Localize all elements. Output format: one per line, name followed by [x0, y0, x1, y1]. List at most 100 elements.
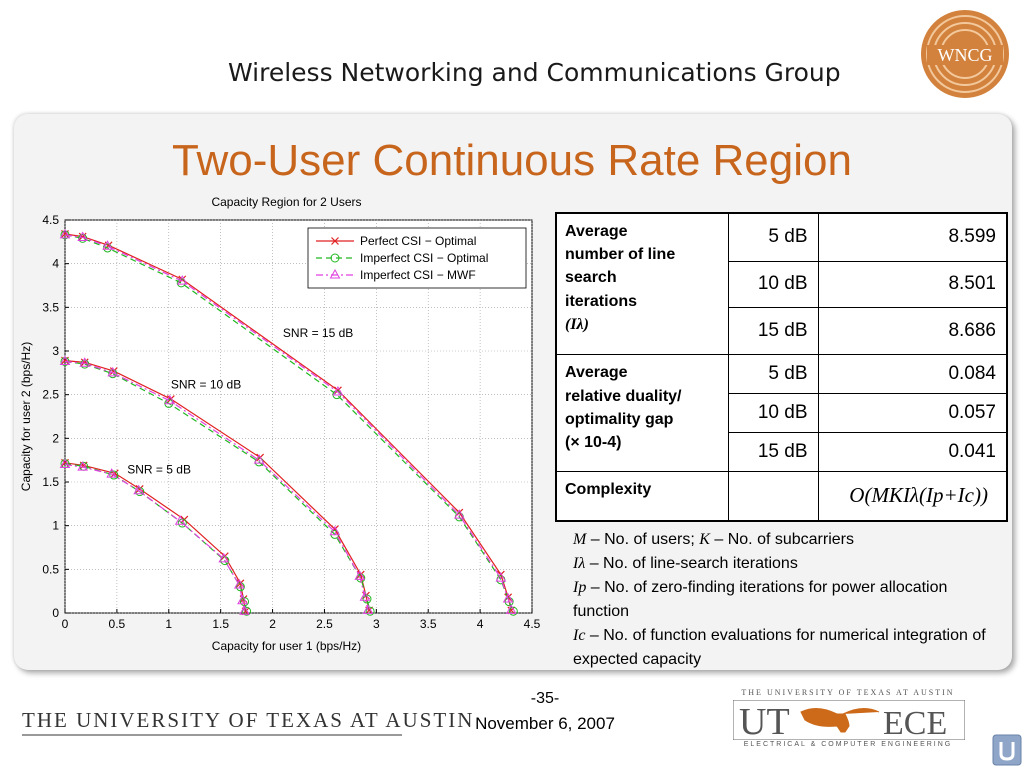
snr-cell: 15 dB	[727, 307, 819, 356]
results-table: Average number of line search iterations…	[555, 212, 1008, 522]
page-number: -35-	[530, 690, 560, 707]
table-row: Average number of line search iterations…	[555, 212, 1008, 356]
x-tick-label: 0.5	[109, 617, 126, 631]
note-item: Ip – No. of zero-finding iterations for …	[573, 579, 948, 620]
footer-divider	[22, 734, 402, 736]
data-point	[176, 275, 188, 285]
y-tick-label: 3	[52, 344, 59, 358]
note-item: M – No. of users; K – No. of subcarriers	[573, 531, 854, 548]
data-point	[233, 579, 245, 589]
data-point	[133, 484, 145, 495]
series-line-2-2	[64, 234, 512, 611]
ut-ece-logo: UT ECE	[733, 700, 965, 740]
legend-marker	[329, 268, 341, 279]
capacity-region-chart: 0 0.5 1 1.5 2 2.5 3 3.5 4 4.5 0 0.5 1 1.5 2 2.5 3 3.5 4 4.5…	[19, 195, 541, 653]
data-point	[106, 468, 118, 478]
series-line-1-2	[64, 234, 514, 612]
data-point	[77, 461, 88, 471]
data-point	[59, 228, 71, 239]
data-point	[502, 593, 514, 603]
snr-annotation: SNR = 10 dB	[171, 378, 241, 392]
data-point	[80, 359, 90, 369]
y-tick-label: 1	[52, 519, 59, 533]
table-row: Complexity O(MKIλ(Ip+Ic))	[555, 470, 1008, 522]
value-cell: 8.599	[817, 212, 1008, 262]
chart-title: Capacity Region for 2 Users	[211, 195, 361, 209]
y-tick-label: 3.5	[42, 300, 59, 314]
note-item: Ic – No. of function evaluations for num…	[573, 627, 986, 668]
university-wordmark: THE UNIVERSITY OF TEXAS AT AUSTIN	[22, 708, 475, 732]
data-point	[102, 240, 113, 250]
data-point	[218, 552, 230, 563]
complexity-value: O(MKIλ(Ip+Ic))	[817, 470, 1008, 522]
legend-label: Perfect CSI − Optimal	[360, 234, 476, 248]
data-point	[505, 604, 517, 614]
value-cell: 0.057	[817, 393, 1008, 433]
value-cell: 0.041	[817, 431, 1008, 472]
x-tick-label: 0	[62, 617, 69, 631]
value-cell: 8.501	[817, 260, 1008, 309]
data-point	[164, 394, 176, 405]
legend-marker	[330, 253, 340, 263]
data-point	[108, 369, 118, 379]
x-tick-label: 1.5	[212, 617, 229, 631]
data-point	[332, 386, 344, 396]
metric-cell-iterations: Average number of line search iterations…	[555, 212, 729, 356]
x-tick-label: 2.5	[316, 617, 333, 631]
data-point	[59, 355, 71, 365]
y-tick-label: 0	[52, 606, 59, 620]
legend-box	[307, 227, 527, 289]
x-tick-label: 3.5	[420, 617, 437, 631]
data-point	[454, 509, 465, 519]
y-tick-label: 0.5	[42, 562, 59, 576]
y-tick-label: 4	[52, 257, 59, 271]
slide-title: Two-User Continuous Rate Region	[172, 136, 852, 185]
snr-cell: 5 dB	[727, 354, 819, 395]
longhorn-icon	[800, 708, 880, 733]
y-tick-label: 2.5	[42, 388, 59, 402]
symbol-notes: M – No. of users; K – No. of subcarriers…	[573, 528, 993, 672]
legend-label: Imperfect CSI − MWF	[360, 268, 476, 282]
group-name: Wireless Networking and Communications G…	[228, 58, 841, 87]
complexity-label: Complexity	[555, 470, 729, 522]
data-point	[79, 357, 91, 367]
table-row: 15 dB 8.686	[556, 307, 1008, 356]
bookmark-icon	[992, 734, 1022, 766]
ut-logo-text: UT	[739, 701, 790, 740]
empty-cell	[727, 470, 819, 522]
series-line-2-0	[64, 463, 246, 612]
x-tick-label: 3	[373, 617, 380, 631]
value-cell: 0.084	[817, 354, 1008, 395]
x-tick-label: 1	[165, 617, 172, 631]
table-row: Average relative duality/ optimality gap…	[555, 354, 1008, 472]
series-line-2-1	[64, 360, 369, 611]
ut-ece-caption-bottom: ELECTRICAL & COMPUTER ENGINEERING	[743, 741, 953, 748]
snr-cell: 15 dB	[727, 431, 819, 472]
data-point	[59, 458, 71, 469]
data-point	[237, 594, 248, 605]
wncg-logo-text: WNCG	[938, 45, 993, 65]
data-point	[495, 572, 507, 582]
data-point	[508, 606, 518, 616]
data-point	[359, 591, 371, 601]
x-tick-label: 2	[269, 617, 276, 631]
note-item: Iλ – No. of line-search iterations	[573, 555, 798, 572]
slide-date: November 6, 2007	[475, 714, 615, 733]
table-row: 10 dB 8.501	[556, 260, 1008, 309]
data-point	[107, 366, 119, 377]
y-axis-label: Capacity for user 2 (bps/Hz)	[19, 342, 33, 491]
legend-marker	[331, 237, 339, 245]
x-tick-label: 4.5	[524, 617, 541, 631]
value-cell: 8.686	[817, 307, 1008, 356]
ut-ece-caption-top: THE UNIVERSITY OF TEXAS AT AUSTIN	[741, 688, 955, 697]
snr-cell: 10 dB	[727, 260, 819, 309]
snr-annotation: SNR = 15 dB	[283, 326, 353, 340]
metric-cell-duality-gap: Average relative duality/ optimality gap…	[555, 354, 729, 472]
y-tick-label: 1.5	[42, 475, 59, 489]
data-point	[109, 470, 119, 480]
data-point	[253, 454, 265, 464]
snr-cell: 5 dB	[727, 212, 819, 262]
data-point	[242, 606, 252, 616]
y-tick-label: 4.5	[42, 213, 59, 227]
ece-logo-text: ECE	[883, 705, 947, 740]
